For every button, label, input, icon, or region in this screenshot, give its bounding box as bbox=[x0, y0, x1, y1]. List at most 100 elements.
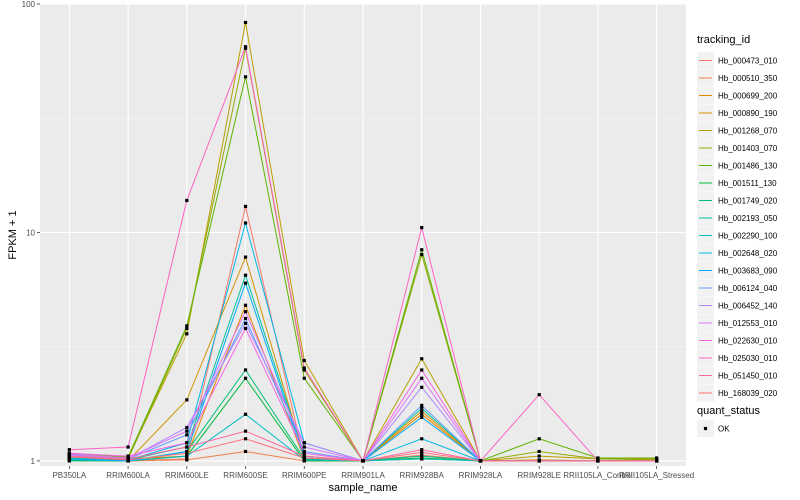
data-point bbox=[243, 273, 248, 277]
data-point bbox=[185, 449, 189, 454]
data-point bbox=[243, 449, 248, 454]
data-point bbox=[243, 221, 248, 225]
data-point bbox=[243, 45, 248, 49]
data-point bbox=[185, 429, 189, 433]
legend-label: Hb_001749_020 bbox=[718, 197, 778, 206]
data-point bbox=[67, 448, 71, 452]
legend-label: Hb_000699_200 bbox=[718, 92, 778, 101]
shape-legend-marker bbox=[703, 426, 708, 431]
data-point bbox=[185, 433, 189, 437]
data-point bbox=[302, 454, 306, 458]
x-tick-label: RRII105LA_Stressed bbox=[619, 471, 694, 480]
legend-label: Hb_006124_040 bbox=[718, 284, 778, 293]
data-point bbox=[420, 248, 424, 252]
data-point bbox=[537, 449, 541, 454]
x-tick-label: RRIM600LA bbox=[106, 471, 150, 480]
data-point bbox=[126, 458, 130, 462]
data-point bbox=[185, 332, 189, 336]
data-point bbox=[302, 366, 306, 370]
data-point bbox=[420, 450, 424, 454]
y-tick-label: 10 bbox=[26, 228, 35, 237]
x-tick-label: PB350LA bbox=[52, 471, 86, 480]
legend-label: Hb_001511_130 bbox=[718, 179, 777, 188]
data-point bbox=[185, 445, 189, 449]
legend-label: Hb_002193_050 bbox=[718, 214, 778, 223]
data-point bbox=[185, 458, 189, 462]
x-tick-label: RRIM600LE bbox=[165, 471, 209, 480]
data-point bbox=[420, 368, 424, 372]
data-point bbox=[243, 412, 248, 416]
data-point bbox=[420, 357, 424, 361]
data-point bbox=[243, 303, 248, 307]
data-point bbox=[420, 376, 424, 380]
data-point bbox=[537, 437, 541, 441]
data-point bbox=[243, 326, 248, 331]
data-point bbox=[420, 412, 424, 416]
color-legend: tracking_id Hb_000473_010 Hb_000510_350 Hb… bbox=[697, 34, 778, 402]
x-tick-label: RRIM901LA bbox=[341, 471, 385, 480]
data-point bbox=[420, 226, 424, 230]
data-point bbox=[67, 451, 71, 455]
data-point bbox=[185, 198, 189, 203]
data-point bbox=[302, 456, 306, 460]
legend-label: Hb_051450_010 bbox=[718, 372, 778, 381]
legend-label: Hb_003683_090 bbox=[718, 267, 778, 276]
data-point bbox=[655, 456, 659, 460]
data-point bbox=[185, 324, 189, 328]
data-point bbox=[420, 406, 424, 410]
data-point bbox=[67, 455, 71, 459]
legend-label: Hb_000473_010 bbox=[718, 57, 778, 66]
data-point bbox=[243, 281, 248, 285]
legend-label: Hb_001268_070 bbox=[718, 127, 778, 136]
data-point bbox=[67, 457, 71, 461]
legend-label: Hb_000510_350 bbox=[718, 74, 778, 83]
data-point bbox=[420, 385, 424, 389]
data-point bbox=[302, 458, 306, 462]
legend-label: Hb_012553_010 bbox=[718, 319, 778, 328]
data-point bbox=[420, 457, 424, 461]
data-point bbox=[302, 441, 306, 445]
x-axis: PB350LA RRIM600LA RRIM600LE RRIM600SE RRIM60… bbox=[52, 466, 694, 480]
x-tick-label: RRII105LA_Control bbox=[563, 471, 633, 480]
data-point bbox=[302, 358, 306, 363]
legend-label: Hb_006452_140 bbox=[718, 302, 778, 311]
data-point bbox=[420, 403, 424, 407]
legend-label: Hb_000890_190 bbox=[718, 109, 778, 118]
data-point bbox=[243, 310, 248, 314]
shape-legend: quant_status OK bbox=[697, 405, 760, 437]
data-point bbox=[185, 454, 189, 458]
data-point bbox=[655, 459, 659, 463]
data-point bbox=[302, 451, 306, 455]
data-point bbox=[537, 393, 541, 397]
x-tick-label: RRIM600SE bbox=[223, 471, 267, 480]
data-point bbox=[243, 376, 248, 380]
data-point bbox=[420, 252, 424, 257]
x-axis-title: sample_name bbox=[328, 482, 397, 494]
data-point bbox=[243, 429, 248, 433]
legend-label: Hb_025030_010 bbox=[718, 354, 778, 363]
data-point bbox=[126, 445, 130, 449]
y-tick-label: 1 bbox=[31, 457, 36, 466]
data-point bbox=[243, 204, 248, 209]
data-point bbox=[243, 321, 248, 325]
legend-title: tracking_id bbox=[697, 34, 750, 46]
x-tick-label: RRIM600PE bbox=[282, 471, 326, 480]
x-tick-label: RRIM928LE bbox=[517, 471, 561, 480]
data-point bbox=[478, 459, 483, 463]
data-point bbox=[302, 368, 306, 372]
data-point bbox=[243, 437, 248, 441]
y-axis: 1 10 100 bbox=[22, 0, 40, 466]
data-point bbox=[185, 451, 189, 455]
series-points bbox=[67, 20, 659, 463]
legend-label: Hb_001403_070 bbox=[718, 144, 778, 153]
data-point bbox=[420, 437, 424, 441]
x-tick-label: RRIM928BA bbox=[399, 471, 444, 480]
data-point bbox=[596, 459, 600, 463]
legend-label: Hb_168039_020 bbox=[718, 389, 778, 398]
y-axis-title: FPKM + 1 bbox=[7, 210, 19, 259]
data-point bbox=[537, 454, 541, 458]
data-point bbox=[185, 425, 189, 430]
data-point bbox=[185, 398, 189, 402]
